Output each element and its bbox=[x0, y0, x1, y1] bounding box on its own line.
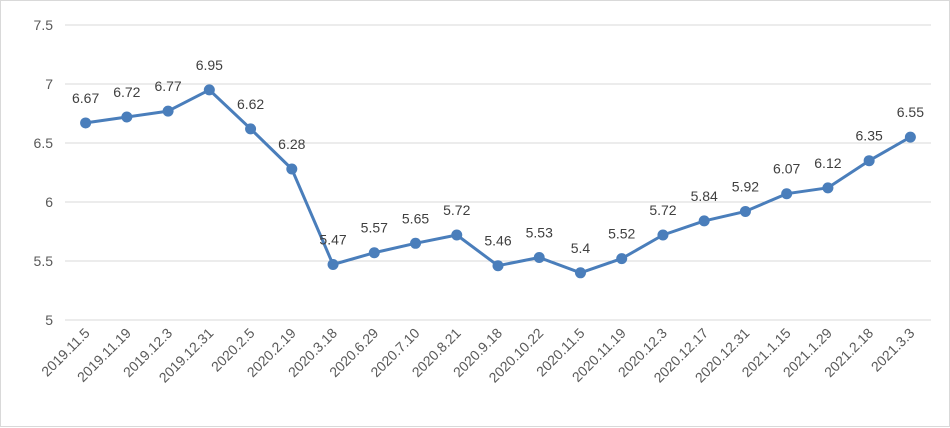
y-tick-label: 7.5 bbox=[34, 17, 54, 33]
gridlines bbox=[65, 24, 931, 321]
data-point bbox=[286, 163, 298, 175]
data-label: 5.84 bbox=[691, 188, 718, 204]
data-label: 5.57 bbox=[361, 220, 388, 236]
y-axis-ticks: 5 5.5 6 6.5 7 7.5 bbox=[34, 17, 54, 328]
data-label: 6.77 bbox=[154, 78, 181, 94]
data-point bbox=[904, 131, 916, 143]
data-label: 6.72 bbox=[113, 84, 140, 100]
data-label: 5.4 bbox=[571, 240, 591, 256]
data-point bbox=[80, 117, 92, 129]
data-point bbox=[368, 247, 380, 259]
data-label: 6.12 bbox=[814, 155, 841, 171]
data-point bbox=[616, 253, 628, 265]
x-tick-label: 2021.3.3 bbox=[868, 325, 918, 375]
data-label: 5.72 bbox=[649, 202, 676, 218]
data-point bbox=[410, 237, 422, 249]
y-tick-label: 7 bbox=[45, 76, 53, 92]
y-tick-label: 5 bbox=[45, 312, 53, 328]
data-label: 6.62 bbox=[237, 96, 264, 112]
data-point bbox=[245, 123, 257, 135]
data-point bbox=[739, 205, 751, 217]
data-label: 6.95 bbox=[196, 57, 223, 73]
data-label: 6.55 bbox=[897, 104, 924, 120]
data-label: 5.47 bbox=[319, 232, 346, 248]
data-point bbox=[533, 251, 545, 263]
data-point bbox=[574, 267, 586, 279]
data-point bbox=[822, 182, 834, 194]
data-label: 6.35 bbox=[856, 128, 883, 144]
data-point bbox=[781, 188, 793, 200]
x-axis-ticks: 2019.11.52019.11.192019.12.32019.12.3120… bbox=[38, 325, 918, 386]
data-label: 5.72 bbox=[443, 202, 470, 218]
y-tick-label: 5.5 bbox=[34, 253, 54, 269]
data-labels: 6.67 6.72 6.77 6.95 6.62 6.28 5.47 5.57 5.65 5.72… bbox=[72, 57, 924, 256]
data-point bbox=[203, 84, 215, 96]
data-point bbox=[657, 229, 669, 241]
data-label: 5.65 bbox=[402, 210, 429, 226]
data-label: 6.67 bbox=[72, 90, 99, 106]
data-point bbox=[492, 260, 504, 272]
data-label: 5.52 bbox=[608, 226, 635, 242]
data-label: 5.92 bbox=[732, 178, 759, 194]
data-label: 6.28 bbox=[278, 136, 305, 152]
data-point bbox=[698, 215, 710, 227]
series-markers bbox=[80, 84, 916, 279]
data-point bbox=[162, 105, 174, 117]
data-point bbox=[327, 259, 339, 271]
data-point bbox=[451, 229, 463, 241]
data-label: 5.53 bbox=[526, 224, 553, 240]
data-point bbox=[863, 155, 875, 167]
y-tick-label: 6.5 bbox=[34, 135, 54, 151]
data-label: 6.07 bbox=[773, 161, 800, 177]
data-label: 5.46 bbox=[484, 233, 511, 249]
y-tick-label: 6 bbox=[45, 194, 53, 210]
data-point bbox=[121, 111, 133, 123]
